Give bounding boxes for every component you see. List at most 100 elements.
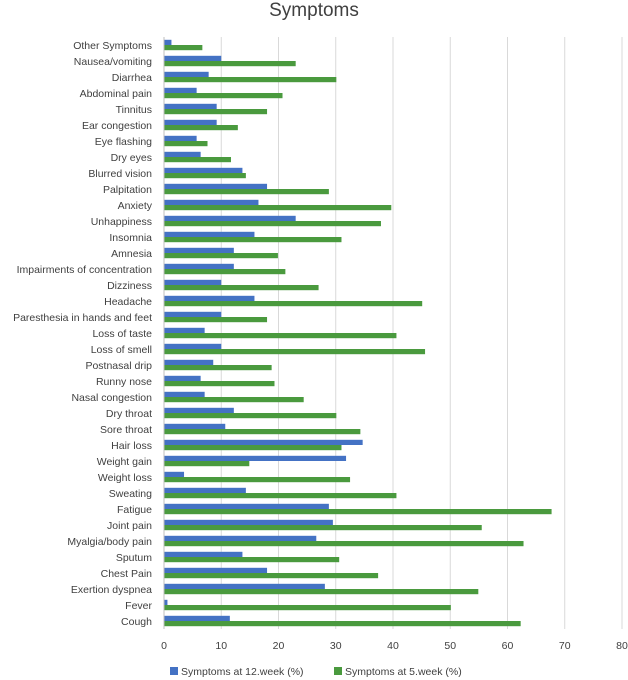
bar-nausea-vomiting-5-week (164, 61, 296, 67)
category-label-anxiety: Anxiety (118, 200, 153, 212)
category-label-hair-loss: Hair loss (111, 440, 152, 452)
bar-weight-gain-12-week (164, 455, 347, 461)
category-label-unhappiness: Unhappiness (91, 216, 152, 228)
category-label-eye-flashing: Eye flashing (95, 136, 152, 148)
x-tick-60: 60 (502, 640, 514, 652)
category-label-tinnitus: Tinnitus (116, 104, 152, 116)
bar-diarrhea-12-week (164, 71, 209, 77)
x-tick-labels: 0 10 20 30 40 50 60 70 80 (161, 640, 628, 652)
category-label-fever: Fever (125, 600, 152, 612)
bar-chest-pain-12-week (164, 567, 268, 573)
bar-headache-5-week (164, 301, 423, 307)
category-label-joint-pain: Joint pain (107, 520, 152, 532)
bar-runny-nose-12-week (164, 375, 201, 381)
bar-myalgia-body-pain-12-week (164, 535, 317, 541)
bar-ear-congestion-12-week (164, 119, 217, 125)
bars (164, 39, 552, 627)
category-label-exertion-dyspnea: Exertion dyspnea (71, 584, 152, 596)
category-label-amnesia: Amnesia (111, 248, 152, 260)
bar-amnesia-5-week (164, 253, 278, 259)
category-label-sweating: Sweating (109, 488, 152, 500)
legend: Symptoms at 12.week (%) Symptoms at 5.we… (170, 666, 462, 678)
category-label-blurred-vision: Blurred vision (88, 168, 152, 180)
legend-label-5-week: Symptoms at 5.week (%) (345, 666, 462, 678)
bar-fever-5-week (164, 605, 451, 611)
bar-sweating-12-week (164, 487, 246, 493)
bar-abdominal-pain-12-week (164, 87, 197, 93)
bar-dizziness-5-week (164, 285, 319, 291)
bar-ear-congestion-5-week (164, 125, 238, 131)
bar-dizziness-12-week (164, 279, 222, 285)
category-label-other-symptoms: Other Symptoms (73, 40, 152, 52)
bar-nasal-congestion-5-week (164, 397, 304, 403)
bar-myalgia-body-pain-5-week (164, 541, 524, 547)
category-label-nasal-congestion: Nasal congestion (71, 392, 152, 404)
legend-label-12-week: Symptoms at 12.week (%) (181, 666, 304, 678)
bar-insomnia-12-week (164, 231, 255, 237)
bar-sputum-5-week (164, 557, 340, 563)
category-label-impairments-of-concentration: Impairments of concentration (17, 264, 153, 276)
category-label-insomnia: Insomnia (109, 232, 152, 244)
bar-unhappiness-12-week (164, 215, 296, 221)
bar-chest-pain-5-week (164, 573, 379, 579)
bar-loss-of-smell-5-week (164, 349, 426, 355)
bar-postnasal-drip-5-week (164, 365, 272, 371)
category-label-weight-gain: Weight gain (97, 456, 152, 468)
bar-dry-throat-12-week (164, 407, 234, 413)
category-label-fatigue: Fatigue (117, 504, 152, 516)
bar-fever-12-week (164, 599, 168, 605)
category-label-dry-eyes: Dry eyes (111, 152, 152, 164)
category-label-dizziness: Dizziness (107, 280, 152, 292)
bar-eye-flashing-5-week (164, 141, 208, 147)
bar-palpitation-12-week (164, 183, 268, 189)
x-tick-30: 30 (330, 640, 342, 652)
category-label-nausea-vomiting: Nausea/vomiting (74, 56, 152, 68)
bar-paresthesia-in-hands-and-feet-5-week (164, 317, 268, 323)
bar-anxiety-12-week (164, 199, 259, 205)
category-label-runny-nose: Runny nose (96, 376, 152, 388)
bar-hair-loss-5-week (164, 445, 342, 451)
x-tick-70: 70 (559, 640, 571, 652)
bar-palpitation-5-week (164, 189, 329, 195)
legend-swatch-5-week (334, 667, 342, 675)
category-label-abdominal-pain: Abdominal pain (80, 88, 153, 100)
category-label-dry-throat: Dry throat (106, 408, 152, 420)
bar-cough-5-week (164, 621, 521, 627)
x-tick-10: 10 (215, 640, 227, 652)
bar-tinnitus-12-week (164, 103, 217, 109)
bar-dry-eyes-5-week (164, 157, 231, 163)
bar-tinnitus-5-week (164, 109, 268, 115)
bar-nausea-vomiting-12-week (164, 55, 222, 61)
bar-weight-loss-12-week (164, 471, 185, 477)
category-label-sputum: Sputum (116, 552, 152, 564)
category-label-postnasal-drip: Postnasal drip (85, 360, 152, 372)
category-label-weight-loss: Weight loss (98, 472, 152, 484)
bar-sore-throat-12-week (164, 423, 226, 429)
x-tick-0: 0 (161, 640, 167, 652)
x-tick-50: 50 (444, 640, 456, 652)
bar-loss-of-taste-12-week (164, 327, 205, 333)
bar-paresthesia-in-hands-and-feet-12-week (164, 311, 222, 317)
bar-blurred-vision-5-week (164, 173, 246, 179)
bar-exertion-dyspnea-5-week (164, 589, 479, 595)
bar-anxiety-5-week (164, 205, 392, 211)
bar-headache-12-week (164, 295, 255, 301)
category-label-sore-throat: Sore throat (100, 424, 152, 436)
bar-abdominal-pain-5-week (164, 93, 283, 99)
bar-fatigue-12-week (164, 503, 329, 509)
category-label-ear-congestion: Ear congestion (82, 120, 152, 132)
bar-nasal-congestion-12-week (164, 391, 205, 397)
category-labels: Other Symptoms Nausea/vomiting Diarrhea Abd… (13, 40, 153, 628)
bar-other-symptoms-5-week (164, 45, 203, 51)
bar-other-symptoms-12-week (164, 39, 172, 45)
bar-unhappiness-5-week (164, 221, 381, 227)
bar-eye-flashing-12-week (164, 135, 197, 141)
category-label-myalgia-body-pain: Myalgia/body pain (67, 536, 152, 548)
bar-dry-throat-5-week (164, 413, 337, 419)
category-label-chest-pain: Chest Pain (101, 568, 153, 580)
bar-amnesia-12-week (164, 247, 234, 253)
bar-postnasal-drip-12-week (164, 359, 214, 365)
bar-weight-gain-5-week (164, 461, 250, 467)
legend-swatch-12-week (170, 667, 178, 675)
